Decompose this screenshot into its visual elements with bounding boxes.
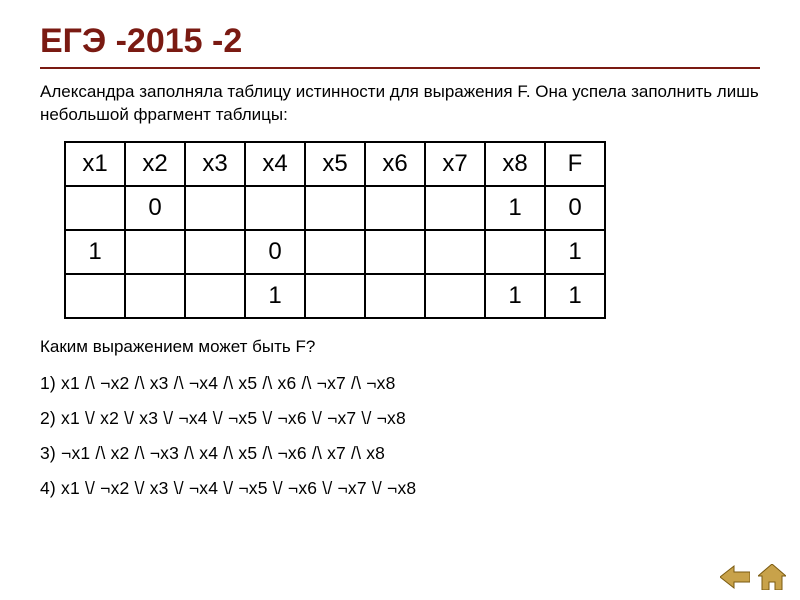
title-rule	[40, 67, 760, 69]
table-header-cell: x7	[425, 142, 485, 186]
slide: ЕГЭ -2015 -2 Александра заполняла таблиц…	[0, 0, 800, 600]
table-cell	[365, 274, 425, 318]
table-row: 010	[65, 186, 605, 230]
table-header-cell: x3	[185, 142, 245, 186]
table-cell	[425, 274, 485, 318]
table-cell	[305, 230, 365, 274]
nav-controls	[720, 564, 786, 590]
table-header-cell: x2	[125, 142, 185, 186]
table-header-cell: F	[545, 142, 605, 186]
table-cell: 1	[245, 274, 305, 318]
table-cell	[485, 230, 545, 274]
table-cell	[305, 186, 365, 230]
table-cell: 1	[485, 186, 545, 230]
option-4: 4) x1 \/ ¬x2 \/ x3 \/ ¬x4 \/ ¬x5 \/ ¬x6 …	[40, 478, 760, 499]
table-body: 010101111	[65, 186, 605, 318]
table-cell	[185, 186, 245, 230]
table-cell	[365, 230, 425, 274]
table-row: 111	[65, 274, 605, 318]
table-cell: 1	[485, 274, 545, 318]
table-header-cell: x6	[365, 142, 425, 186]
table-cell	[245, 186, 305, 230]
back-arrow-shape	[720, 566, 750, 588]
table-cell: 0	[245, 230, 305, 274]
table-cell: 1	[65, 230, 125, 274]
table-header-row: x1x2x3x4x5x6x7x8F	[65, 142, 605, 186]
intro-text: Александра заполняла таблицу истинности …	[40, 81, 760, 127]
slide-title: ЕГЭ -2015 -2	[40, 22, 760, 61]
table-cell: 1	[545, 274, 605, 318]
option-2: 2) x1 \/ x2 \/ x3 \/ ¬x4 \/ ¬x5 \/ ¬x6 \…	[40, 408, 760, 429]
table-cell	[305, 274, 365, 318]
table-row: 1 0 1	[65, 230, 605, 274]
table-header-cell: x1	[65, 142, 125, 186]
table-cell: 1	[545, 230, 605, 274]
table-cell	[65, 274, 125, 318]
truth-table: x1x2x3x4x5x6x7x8F 010101111	[64, 141, 606, 319]
option-1: 1) x1 /\ ¬x2 /\ x3 /\ ¬x4 /\ x5 /\ x6 /\…	[40, 373, 760, 394]
home-icon[interactable]	[758, 564, 786, 590]
option-3: 3) ¬x1 /\ x2 /\ ¬x3 /\ x4 /\ x5 /\ ¬x6 /…	[40, 443, 760, 464]
table-cell	[125, 274, 185, 318]
back-icon[interactable]	[720, 564, 750, 590]
table-cell: 0	[545, 186, 605, 230]
table-cell	[425, 186, 485, 230]
table-cell	[185, 230, 245, 274]
table-cell	[425, 230, 485, 274]
table-cell	[365, 186, 425, 230]
question-text: Каким выражением может быть F?	[40, 337, 760, 357]
home-shape	[758, 564, 786, 590]
table-header-cell: x8	[485, 142, 545, 186]
table-cell	[65, 186, 125, 230]
table-cell	[125, 230, 185, 274]
table-header-cell: x5	[305, 142, 365, 186]
table-header-cell: x4	[245, 142, 305, 186]
table-cell: 0	[125, 186, 185, 230]
table-cell	[185, 274, 245, 318]
